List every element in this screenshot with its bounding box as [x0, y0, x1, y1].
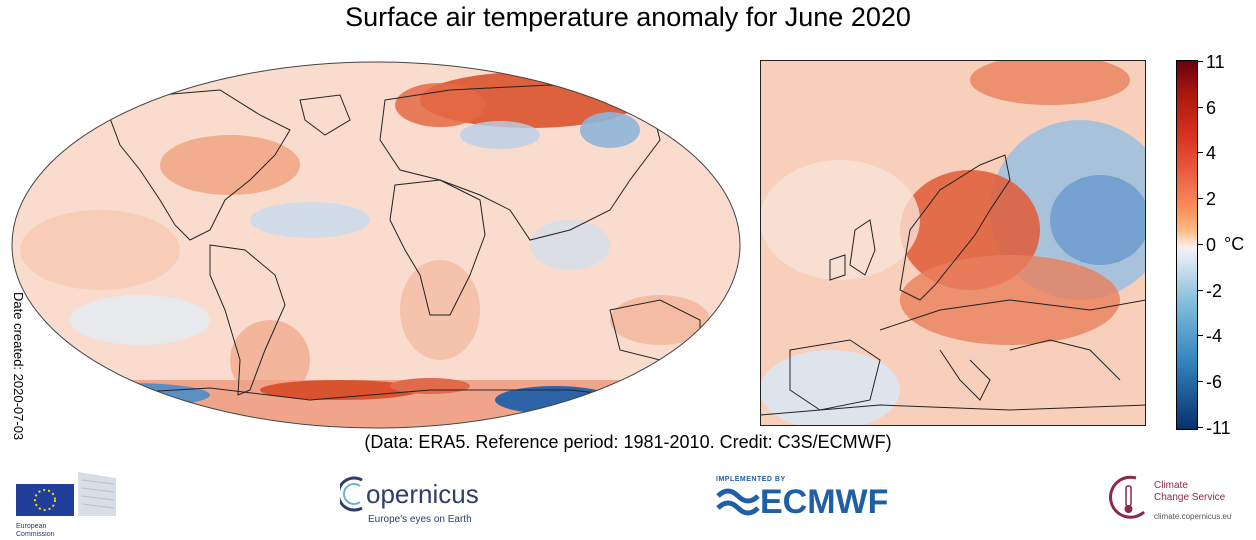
- ec-flag-icon: [16, 472, 116, 516]
- colorbar-label: 4: [1206, 143, 1217, 163]
- colorbar-label: 0: [1206, 235, 1217, 255]
- c3s-line1: Climate: [1154, 480, 1188, 491]
- colorbar-tick: [1197, 427, 1203, 428]
- colorbar-label: -6: [1206, 372, 1223, 392]
- ecmwf-implemented-by: IMPLEMENTED BY: [716, 476, 786, 483]
- colorbar-tick: [1197, 290, 1203, 291]
- colorbar-label: 11: [1206, 52, 1225, 72]
- data-credit: (Data: ERA5. Reference period: 1981-2010…: [364, 432, 892, 452]
- europe-map: [760, 60, 1146, 426]
- colorbar-unit: °C: [1224, 234, 1245, 254]
- copernicus-tagline: Europe's eyes on Earth: [368, 514, 472, 525]
- c3s-line2: Change Service: [1154, 492, 1226, 503]
- colorbar-tick: [1197, 107, 1203, 108]
- ecmwf-wave-icon: [716, 488, 760, 515]
- ecmwf-name: ECMWF: [760, 483, 889, 521]
- ecmwf-logo: IMPLEMENTED BY ECMWF: [716, 476, 888, 522]
- european-commission-logo: European Commission: [16, 470, 116, 539]
- colorbar-tick: [1197, 61, 1203, 62]
- colorbar-tick: [1197, 335, 1203, 336]
- ec-label-line1: European: [16, 523, 47, 530]
- colorbar-tick: [1197, 244, 1203, 245]
- colorbar-label: -4: [1206, 326, 1223, 346]
- colorbar: [1176, 60, 1198, 430]
- copernicus-logo: opernicus Europe's eyes on Earth: [340, 474, 479, 525]
- c3s-url: climate.copernicus.eu: [1154, 512, 1232, 521]
- copernicus-c-icon: [340, 476, 363, 512]
- world-map: [11, 61, 741, 429]
- colorbar-label: -2: [1206, 281, 1223, 301]
- map-title: Surface air temperature anomaly for June…: [345, 2, 911, 32]
- colorbar-tick: [1197, 198, 1203, 199]
- colorbar-tick: [1197, 152, 1203, 153]
- colorbar-tick: [1197, 381, 1203, 382]
- ec-label-line2: Commission: [16, 531, 55, 538]
- colorbar-label: 6: [1206, 98, 1217, 118]
- thermometer-icon: [1109, 475, 1146, 519]
- colorbar-label: -11: [1206, 418, 1231, 438]
- copernicus-name: opernicus: [366, 478, 479, 509]
- c3s-logo: Climate Change Service climate.copernicu…: [1106, 472, 1231, 522]
- colorbar-label: 2: [1206, 189, 1217, 209]
